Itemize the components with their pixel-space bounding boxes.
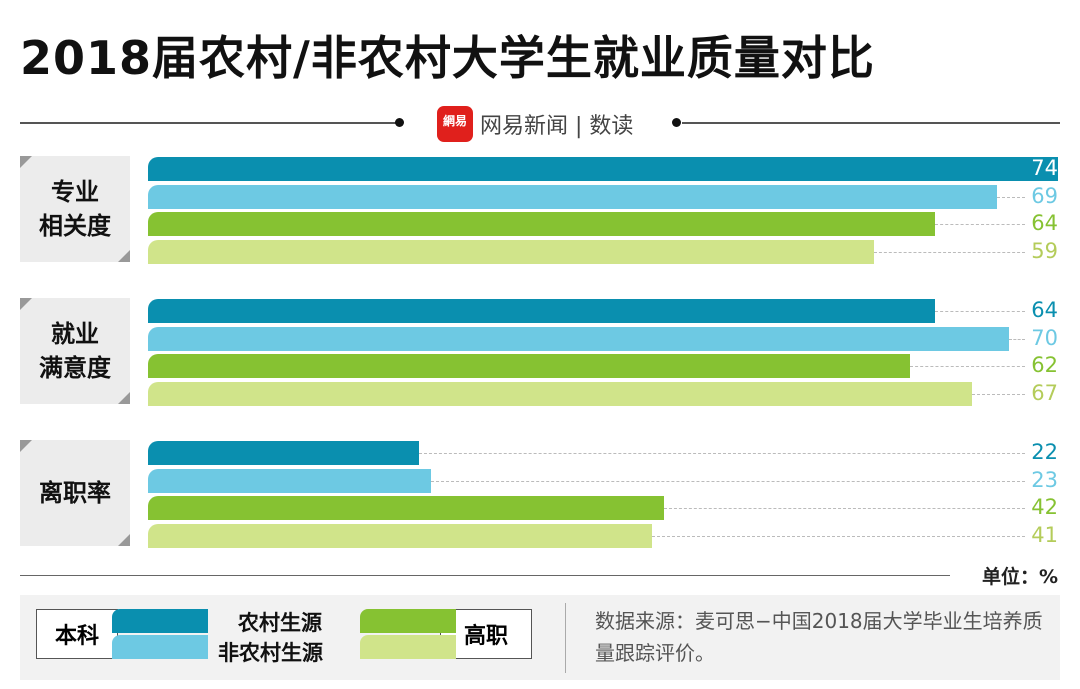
data-label: 69	[1031, 183, 1058, 208]
corner-mark	[20, 298, 32, 310]
category-label: 专业 相关度	[20, 156, 130, 262]
leader-line	[935, 311, 1025, 312]
leader-line	[1008, 338, 1025, 340]
corner-mark	[20, 156, 32, 168]
data-label: 42	[1031, 495, 1058, 519]
data-label: 67	[1031, 380, 1058, 405]
source-divider	[565, 603, 566, 673]
bar	[148, 441, 419, 465]
bar	[148, 239, 874, 264]
legend: 本科 农村生源 非农村生源 高职 数据来源：麦可思−中国2018届大学毕业生培养…	[20, 595, 1060, 680]
bar	[148, 468, 431, 493]
unit-label: 单位：%	[981, 566, 1058, 588]
category-text: 专业 相关度	[39, 178, 111, 240]
bar	[148, 326, 1009, 351]
leader-line	[418, 453, 1025, 454]
leader-line	[664, 508, 1025, 509]
data-label: 74	[1031, 156, 1058, 180]
bar	[148, 381, 972, 406]
corner-mark	[118, 250, 130, 262]
leader-line	[652, 535, 1025, 537]
axis-line	[20, 575, 950, 576]
legend-swatch-benke-nonrural	[112, 635, 208, 659]
legend-swatch-gaozhi-nonrural	[360, 635, 456, 659]
corner-mark	[118, 534, 130, 546]
data-label: 62	[1031, 353, 1058, 377]
leader-line	[430, 480, 1025, 482]
brand-label: 网易新闻	[480, 114, 569, 139]
legend-group-benke: 本科	[36, 609, 118, 659]
chart-title: 2018届农村/非农村大学生就业质量对比	[20, 31, 875, 85]
category-text: 离职率	[39, 479, 111, 507]
corner-mark	[118, 392, 130, 404]
leader-line	[971, 393, 1025, 395]
data-label: 41	[1031, 522, 1058, 547]
leader-line	[996, 196, 1025, 198]
leader-line	[935, 224, 1025, 225]
legend-swatch-benke-rural	[112, 609, 208, 633]
data-label: 64	[1031, 298, 1058, 322]
source-note: 数据来源：麦可思−中国2018届大学毕业生培养质量跟踪评价。	[595, 609, 1043, 665]
bar	[148, 523, 653, 548]
bar	[148, 184, 997, 209]
netease-logo-icon: 網易	[437, 106, 473, 142]
divider-dot	[672, 118, 681, 127]
data-label: 64	[1031, 211, 1058, 235]
bar	[148, 496, 665, 520]
divider-dot	[395, 118, 404, 127]
data-label: 22	[1031, 440, 1058, 464]
category-label: 就业 满意度	[20, 298, 130, 404]
leader-line	[910, 366, 1025, 367]
bar	[148, 157, 1058, 181]
corner-mark	[20, 440, 32, 452]
bar	[148, 354, 911, 378]
bar	[148, 212, 936, 236]
category-label: 离职率	[20, 440, 130, 546]
legend-label-rural: 农村生源	[238, 611, 322, 635]
brand-name: 网易新闻 | 数读	[480, 114, 634, 139]
divider	[682, 122, 1060, 124]
leader-line	[873, 251, 1025, 253]
legend-label-nonrural: 非农村生源	[218, 641, 323, 665]
bar	[148, 299, 936, 323]
divider	[20, 122, 398, 124]
category-text: 就业 满意度	[39, 320, 111, 382]
data-label: 59	[1031, 238, 1058, 263]
legend-swatch-gaozhi-rural	[360, 609, 456, 633]
data-label: 23	[1031, 467, 1058, 492]
brand-section: 数读	[589, 114, 634, 139]
data-label: 70	[1031, 325, 1058, 350]
